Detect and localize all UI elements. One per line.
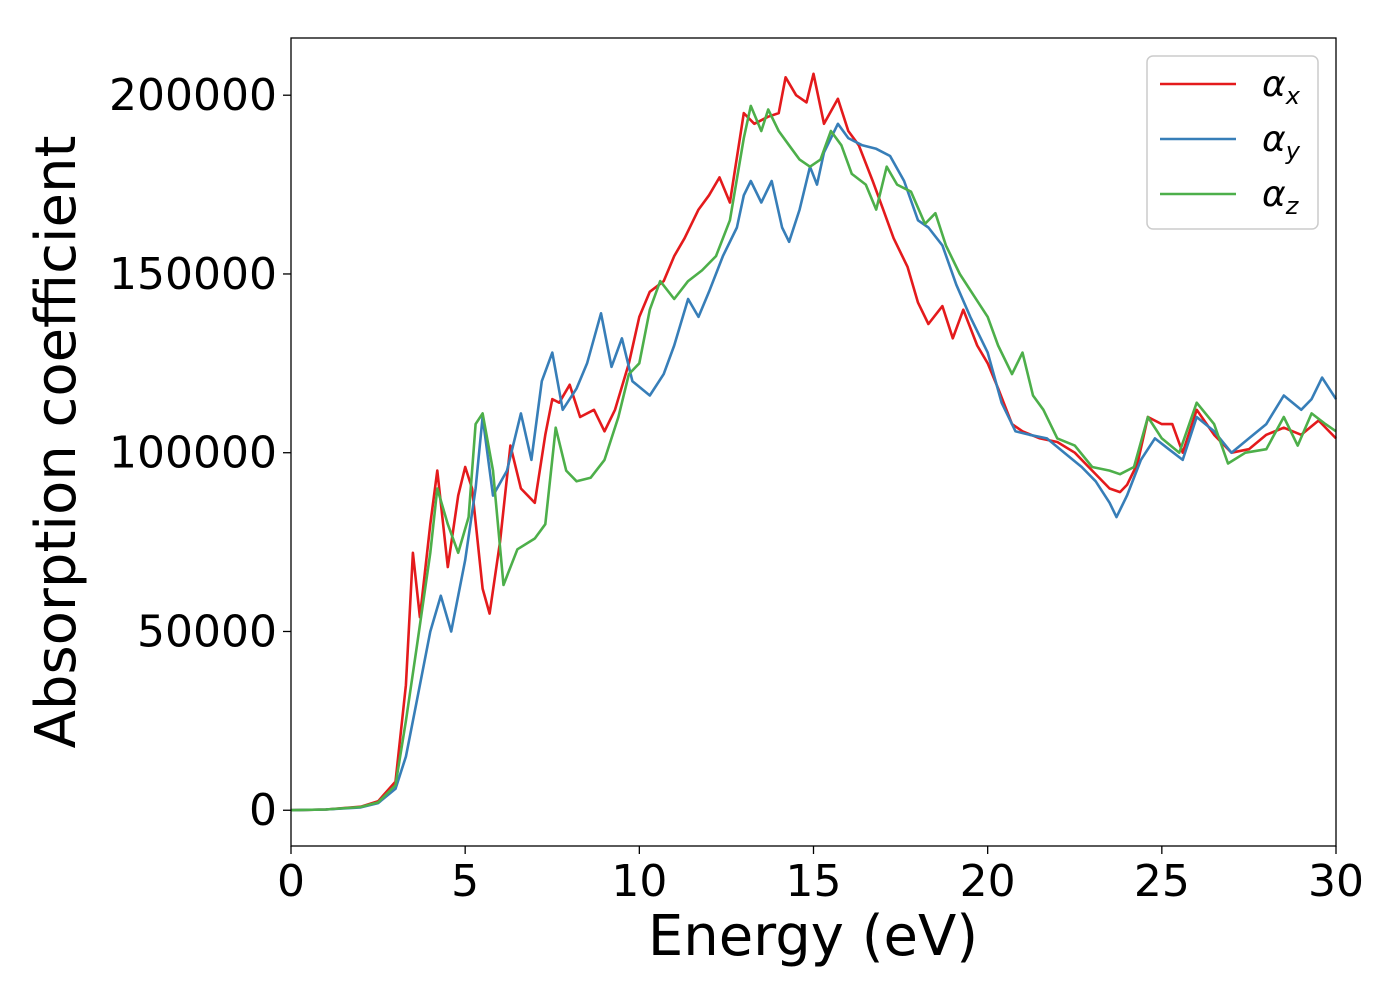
x-tick-label: 0	[277, 856, 305, 907]
x-tick-label: 5	[451, 856, 479, 907]
legend-item-z: αz	[1160, 174, 1300, 220]
x-tick-label: 30	[1308, 856, 1364, 907]
x-tick-label: 20	[960, 856, 1016, 907]
x-axis-title: Energy (eV)	[648, 904, 978, 969]
legend-item-y: αy	[1160, 119, 1301, 165]
legend-label: αy	[1262, 119, 1301, 165]
y-axis-ticks: 0 50000 100000 150000 200000	[109, 70, 291, 836]
y-tick-label: 200000	[109, 70, 277, 121]
legend-item-x: αx	[1160, 64, 1301, 110]
legend: αx αy αz	[1146, 55, 1319, 230]
legend-label: αx	[1262, 64, 1301, 110]
y-tick-label: 100000	[109, 428, 277, 479]
y-tick-label: 0	[249, 785, 277, 836]
y-axis-title: Absorption coefficient	[24, 136, 89, 749]
series-lines	[290, 72, 1338, 812]
x-axis-ticks: 0 5 10 15 20 25 30	[277, 846, 1364, 907]
y-tick-label: 50000	[137, 606, 277, 657]
legend-label: αz	[1262, 174, 1300, 220]
series-line-z	[290, 104, 1337, 812]
y-tick-label: 150000	[109, 249, 277, 300]
legend-frame	[1146, 55, 1319, 230]
x-tick-label: 15	[786, 856, 842, 907]
x-tick-label: 10	[611, 856, 667, 907]
x-tick-label: 25	[1134, 856, 1190, 907]
series-line-x	[290, 72, 1337, 812]
